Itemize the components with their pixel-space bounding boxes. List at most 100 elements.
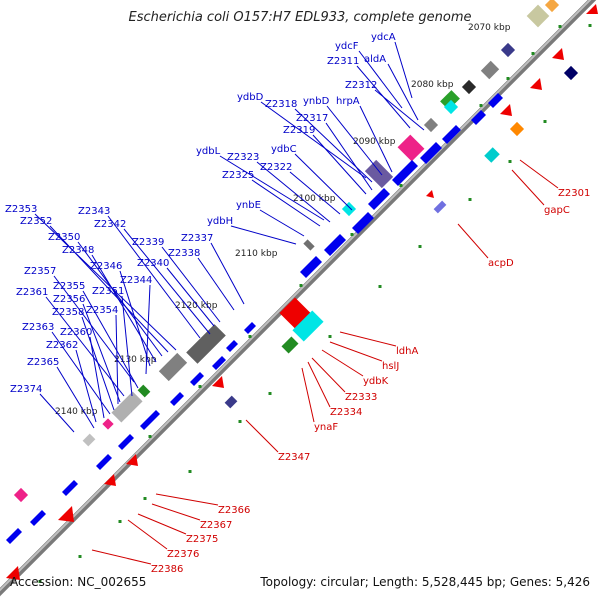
gene-bottom-label: Z2347 bbox=[278, 452, 310, 463]
gene-bottom-callout-line bbox=[127, 519, 168, 550]
gene-top-callout-line bbox=[256, 161, 331, 223]
gene-top-label: Z2325 bbox=[222, 170, 254, 181]
gene-bottom-label: gapC bbox=[544, 205, 570, 216]
gene-top-label: Z2361 bbox=[16, 287, 48, 298]
blue-gene-arrows bbox=[6, 93, 503, 544]
gene-top-callout-line bbox=[145, 284, 151, 375]
tick-label-2100: 2100 kbp bbox=[293, 194, 336, 204]
gene-bottom-label: ynaF bbox=[314, 422, 338, 433]
gene-top-label: Z2337 bbox=[181, 233, 213, 244]
gene-bottom-callout-line bbox=[321, 349, 364, 377]
gene-top-label: Z2357 bbox=[24, 266, 56, 277]
gene-top-label: Z2348 bbox=[62, 245, 94, 256]
gene-top-callout-line bbox=[82, 290, 139, 389]
gene-bottom-callout-line bbox=[307, 361, 331, 408]
gene-bottom-label: Z2375 bbox=[186, 534, 218, 545]
gene-top-label: Z2338 bbox=[168, 248, 200, 259]
gene-bottom-callout-line bbox=[519, 159, 559, 189]
gene-top-callout-line bbox=[326, 105, 383, 176]
gene-bottom-label: Z2301 bbox=[558, 188, 590, 199]
gene-top-label: Z2365 bbox=[27, 357, 59, 368]
gene-top-label: hrpA bbox=[336, 96, 360, 107]
gene-top-callout-line bbox=[107, 215, 201, 339]
gene-top-callout-line bbox=[358, 50, 403, 109]
gene-bottom-callout-line bbox=[155, 493, 219, 506]
gene-top-label: Z2358 bbox=[52, 307, 84, 318]
reverse-strand-dots bbox=[38, 24, 592, 583]
gene-top-callout-line bbox=[56, 366, 95, 429]
gene-top-label: Z2339 bbox=[132, 237, 164, 248]
gene-top-label: ydbL bbox=[196, 146, 221, 157]
tick-label-2130: 2130 kbp bbox=[114, 355, 157, 365]
gene-top-callout-line bbox=[260, 101, 367, 179]
gene-top-label: ynbE bbox=[236, 200, 261, 211]
gene-top-callout-line bbox=[53, 275, 135, 383]
gene-top-callout-line bbox=[289, 171, 341, 215]
gene-top-label: Z2351 bbox=[92, 286, 124, 297]
gene-top-callout-line bbox=[75, 349, 97, 423]
gene-top-callout-line bbox=[115, 314, 119, 405]
gene-top-label: Z2363 bbox=[22, 322, 54, 333]
gene-top-label: Z2353 bbox=[5, 204, 37, 215]
gene-top-callout-line bbox=[294, 153, 353, 211]
gene-top-callout-line bbox=[34, 213, 177, 351]
gene-bottom-callout-line bbox=[339, 331, 397, 347]
gene-top-callout-line bbox=[51, 331, 111, 415]
gene-bottom-label: hslJ bbox=[382, 361, 399, 372]
gene-bottom-label: Z2386 bbox=[151, 564, 183, 575]
gene-top-callout-line bbox=[39, 393, 75, 433]
gene-top-callout-line bbox=[251, 179, 321, 227]
gene-top-label: Z2346 bbox=[90, 261, 122, 272]
gene-top-callout-line bbox=[89, 336, 105, 419]
tick-label-2090: 2090 kbp bbox=[353, 137, 396, 147]
gene-bottom-callout-line bbox=[151, 503, 201, 521]
gene-bottom-label: Z2366 bbox=[218, 505, 250, 516]
gene-top-label: Z2374 bbox=[10, 384, 42, 395]
gene-bottom-callout-line bbox=[245, 419, 279, 453]
gene-top-callout-line bbox=[161, 246, 221, 323]
forward-strand-genes bbox=[13, 0, 560, 503]
gene-top-label: Z2312 bbox=[345, 80, 377, 91]
tick-label-2080: 2080 kbp bbox=[411, 80, 454, 90]
gene-top-callout-line bbox=[81, 316, 115, 411]
gene-labels-bottom: Z2301 gapC acpD ldhA hslJ ydbK Z2333 Z2334 ynaF Z… bbox=[151, 188, 590, 575]
gene-bottom-callout-line bbox=[311, 357, 346, 393]
gene-top-callout-line bbox=[259, 209, 305, 237]
gene-top-callout-line bbox=[82, 303, 121, 403]
gene-top-label: Z2323 bbox=[227, 152, 259, 163]
map-title: Escherichia coli O157:H7 EDL933, complet… bbox=[129, 10, 472, 25]
callout-lines-bottom bbox=[91, 159, 559, 565]
callout-lines-top bbox=[34, 41, 425, 433]
gene-top-callout-line bbox=[121, 295, 133, 397]
gene-top-callout-line bbox=[210, 242, 245, 305]
gene-top-callout-line bbox=[91, 254, 157, 363]
gene-top-label: aldA bbox=[364, 54, 386, 65]
tick-label-2120: 2120 kbp bbox=[175, 301, 218, 311]
gene-top-callout-line bbox=[219, 155, 325, 221]
gene-top-label: Z2354 bbox=[86, 305, 118, 316]
gene-bottom-label: ydbK bbox=[363, 376, 389, 387]
gene-bottom-callout-line bbox=[511, 169, 545, 206]
gene-top-label: Z2344 bbox=[120, 275, 152, 286]
gene-bottom-callout-line bbox=[329, 341, 383, 362]
gene-top-label: Z2360 bbox=[60, 327, 92, 338]
gene-bottom-label: Z2334 bbox=[330, 407, 362, 418]
gene-bottom-label: acpD bbox=[488, 258, 514, 269]
gene-top-callout-line bbox=[312, 134, 367, 195]
gene-top-label: ydbC bbox=[271, 144, 297, 155]
gene-top-label: ynbD bbox=[303, 96, 330, 107]
tick-label-2070: 2070 kbp bbox=[468, 23, 511, 33]
gene-bottom-callout-line bbox=[301, 367, 315, 423]
gene-top-callout-line bbox=[374, 89, 425, 131]
gene-top-label: Z2318 bbox=[265, 99, 297, 110]
gene-top-callout-line bbox=[197, 257, 235, 311]
gene-top-label: ydcA bbox=[371, 32, 396, 43]
gene-top-label: Z2362 bbox=[46, 340, 78, 351]
gene-top-label: Z2355 bbox=[53, 281, 85, 292]
reverse-strand-genes bbox=[6, 4, 598, 580]
kbp-tick-labels: 2070 kbp 2080 kbp 2090 kbp 2100 kbp 2110… bbox=[55, 23, 511, 417]
